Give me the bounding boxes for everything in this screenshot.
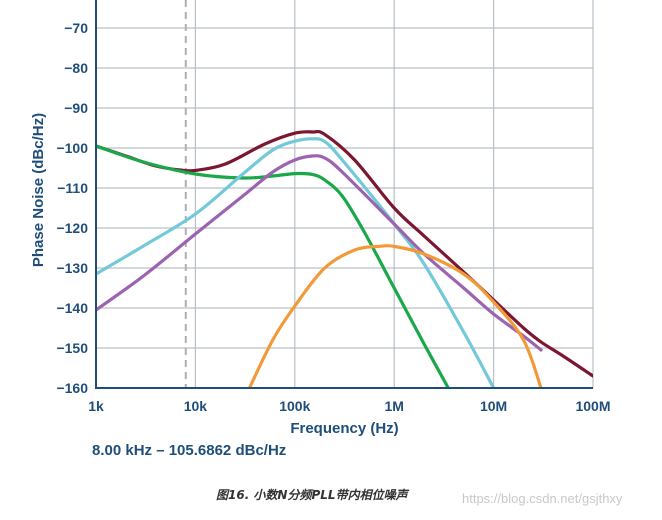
series-line-sigma-delta [247,244,543,388]
y-tick-label: −90 [64,100,88,116]
x-tick-label: 1k [88,398,104,414]
figure-caption: 图16. 小数N分频PLL带内相位噪声 [216,488,408,502]
x-tick-label: 100M [575,398,610,414]
cursor-readout: 8.00 kHz – 105.6862 dBc/Hz [92,442,287,459]
y-tick-label: −110 [57,180,88,196]
series-line-vco [96,144,450,388]
series-line-pfd-cp [96,154,543,352]
x-tick-label: 10k [184,398,208,414]
x-axis-title: Frequency (Hz) [290,420,398,437]
y-tick-label: −80 [64,60,88,76]
series-line-reference [96,137,496,388]
y-tick-label: −130 [56,260,88,276]
watermark: https://blog.csdn.net/gsjthxy [462,491,623,506]
y-tick-label: −150 [56,340,88,356]
y-axis-title: Phase Noise (dBc/Hz) [30,113,47,267]
y-tick-label: −140 [56,300,88,316]
y-tick-label: −120 [56,220,88,236]
x-tick-label: 10M [480,398,507,414]
series-group [96,129,593,388]
y-tick-label: −70 [64,20,88,36]
x-tick-label: 1M [384,398,403,414]
y-tick-label: −160 [56,380,88,396]
x-tick-label: 100k [279,398,310,414]
y-tick-label: −100 [56,140,88,156]
